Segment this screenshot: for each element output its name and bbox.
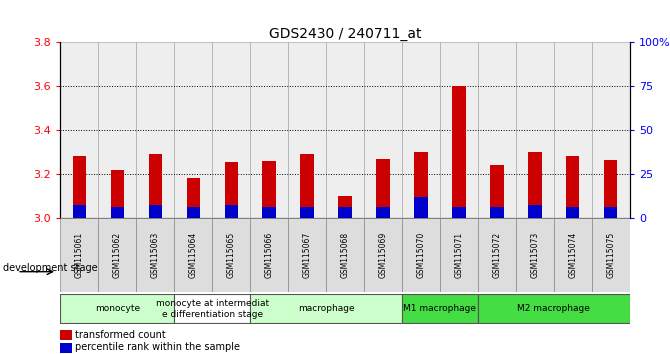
Text: development stage: development stage — [3, 263, 98, 273]
Bar — [174, 295, 250, 323]
Text: percentile rank within the sample: percentile rank within the sample — [74, 342, 240, 353]
Text: GSM115070: GSM115070 — [417, 232, 425, 278]
Bar — [592, 42, 630, 218]
Bar — [440, 218, 478, 292]
Bar — [60, 330, 72, 340]
Text: GSM115061: GSM115061 — [75, 232, 84, 278]
Bar — [402, 218, 440, 292]
Bar — [554, 42, 592, 218]
Bar — [72, 156, 86, 218]
Bar — [224, 205, 238, 218]
Text: macrophage: macrophage — [297, 304, 354, 313]
Bar — [186, 207, 200, 218]
Bar — [478, 295, 630, 323]
Bar — [377, 159, 390, 218]
Bar — [60, 343, 72, 353]
Bar — [149, 154, 162, 218]
Bar — [326, 218, 364, 292]
Text: GSM115074: GSM115074 — [568, 232, 578, 278]
Bar — [326, 42, 364, 218]
Bar — [338, 207, 352, 218]
Text: M1 macrophage: M1 macrophage — [403, 304, 476, 313]
Text: GSM115073: GSM115073 — [531, 232, 539, 278]
Bar — [528, 205, 541, 218]
Bar — [72, 205, 86, 218]
Text: monocyte at intermediat
e differentiation stage: monocyte at intermediat e differentiatio… — [155, 299, 269, 319]
Bar — [212, 218, 250, 292]
Bar — [566, 156, 580, 218]
Bar — [490, 165, 504, 218]
Bar — [528, 152, 541, 218]
Bar — [60, 295, 174, 323]
Bar — [174, 218, 212, 292]
Text: GSM115071: GSM115071 — [454, 232, 464, 278]
Bar — [490, 207, 504, 218]
Bar — [604, 160, 618, 218]
Text: GSM115068: GSM115068 — [340, 232, 350, 278]
Text: GSM115072: GSM115072 — [492, 232, 501, 278]
Bar — [516, 42, 554, 218]
Bar — [186, 178, 200, 218]
Bar — [364, 42, 402, 218]
Bar — [604, 207, 618, 218]
Text: GSM115064: GSM115064 — [189, 232, 198, 278]
Bar — [402, 295, 478, 323]
Bar — [149, 205, 162, 218]
Text: GSM115066: GSM115066 — [265, 232, 273, 278]
Text: transformed count: transformed count — [74, 330, 165, 340]
Bar — [60, 42, 98, 218]
Bar — [478, 218, 516, 292]
Bar — [554, 218, 592, 292]
Bar — [414, 152, 427, 218]
Bar — [98, 42, 136, 218]
Bar — [300, 154, 314, 218]
Bar — [338, 196, 352, 218]
Bar — [111, 170, 124, 218]
Bar — [402, 42, 440, 218]
Bar — [224, 162, 238, 218]
Bar — [440, 42, 478, 218]
Bar — [288, 218, 326, 292]
Bar — [414, 197, 427, 218]
Bar — [250, 42, 288, 218]
Bar — [212, 42, 250, 218]
Text: GSM115069: GSM115069 — [379, 232, 387, 278]
Bar — [136, 218, 174, 292]
Bar — [478, 42, 516, 218]
Bar — [377, 207, 390, 218]
Bar — [174, 42, 212, 218]
Text: GSM115065: GSM115065 — [226, 232, 236, 278]
Bar — [592, 218, 630, 292]
Text: GSM115063: GSM115063 — [151, 232, 159, 278]
Bar — [250, 295, 402, 323]
Text: monocyte: monocyte — [94, 304, 140, 313]
Title: GDS2430 / 240711_at: GDS2430 / 240711_at — [269, 28, 421, 41]
Bar — [452, 207, 466, 218]
Bar — [60, 218, 98, 292]
Bar — [263, 207, 276, 218]
Bar — [111, 207, 124, 218]
Text: GSM115067: GSM115067 — [303, 232, 312, 278]
Text: GSM115062: GSM115062 — [113, 232, 122, 278]
Bar — [516, 218, 554, 292]
Bar — [364, 218, 402, 292]
Text: GSM115075: GSM115075 — [606, 232, 615, 278]
Bar — [98, 218, 136, 292]
Bar — [288, 42, 326, 218]
Text: M2 macrophage: M2 macrophage — [517, 304, 590, 313]
Bar — [136, 42, 174, 218]
Bar — [452, 86, 466, 218]
Bar — [263, 161, 276, 218]
Bar — [250, 218, 288, 292]
Bar — [300, 207, 314, 218]
Bar — [566, 207, 580, 218]
